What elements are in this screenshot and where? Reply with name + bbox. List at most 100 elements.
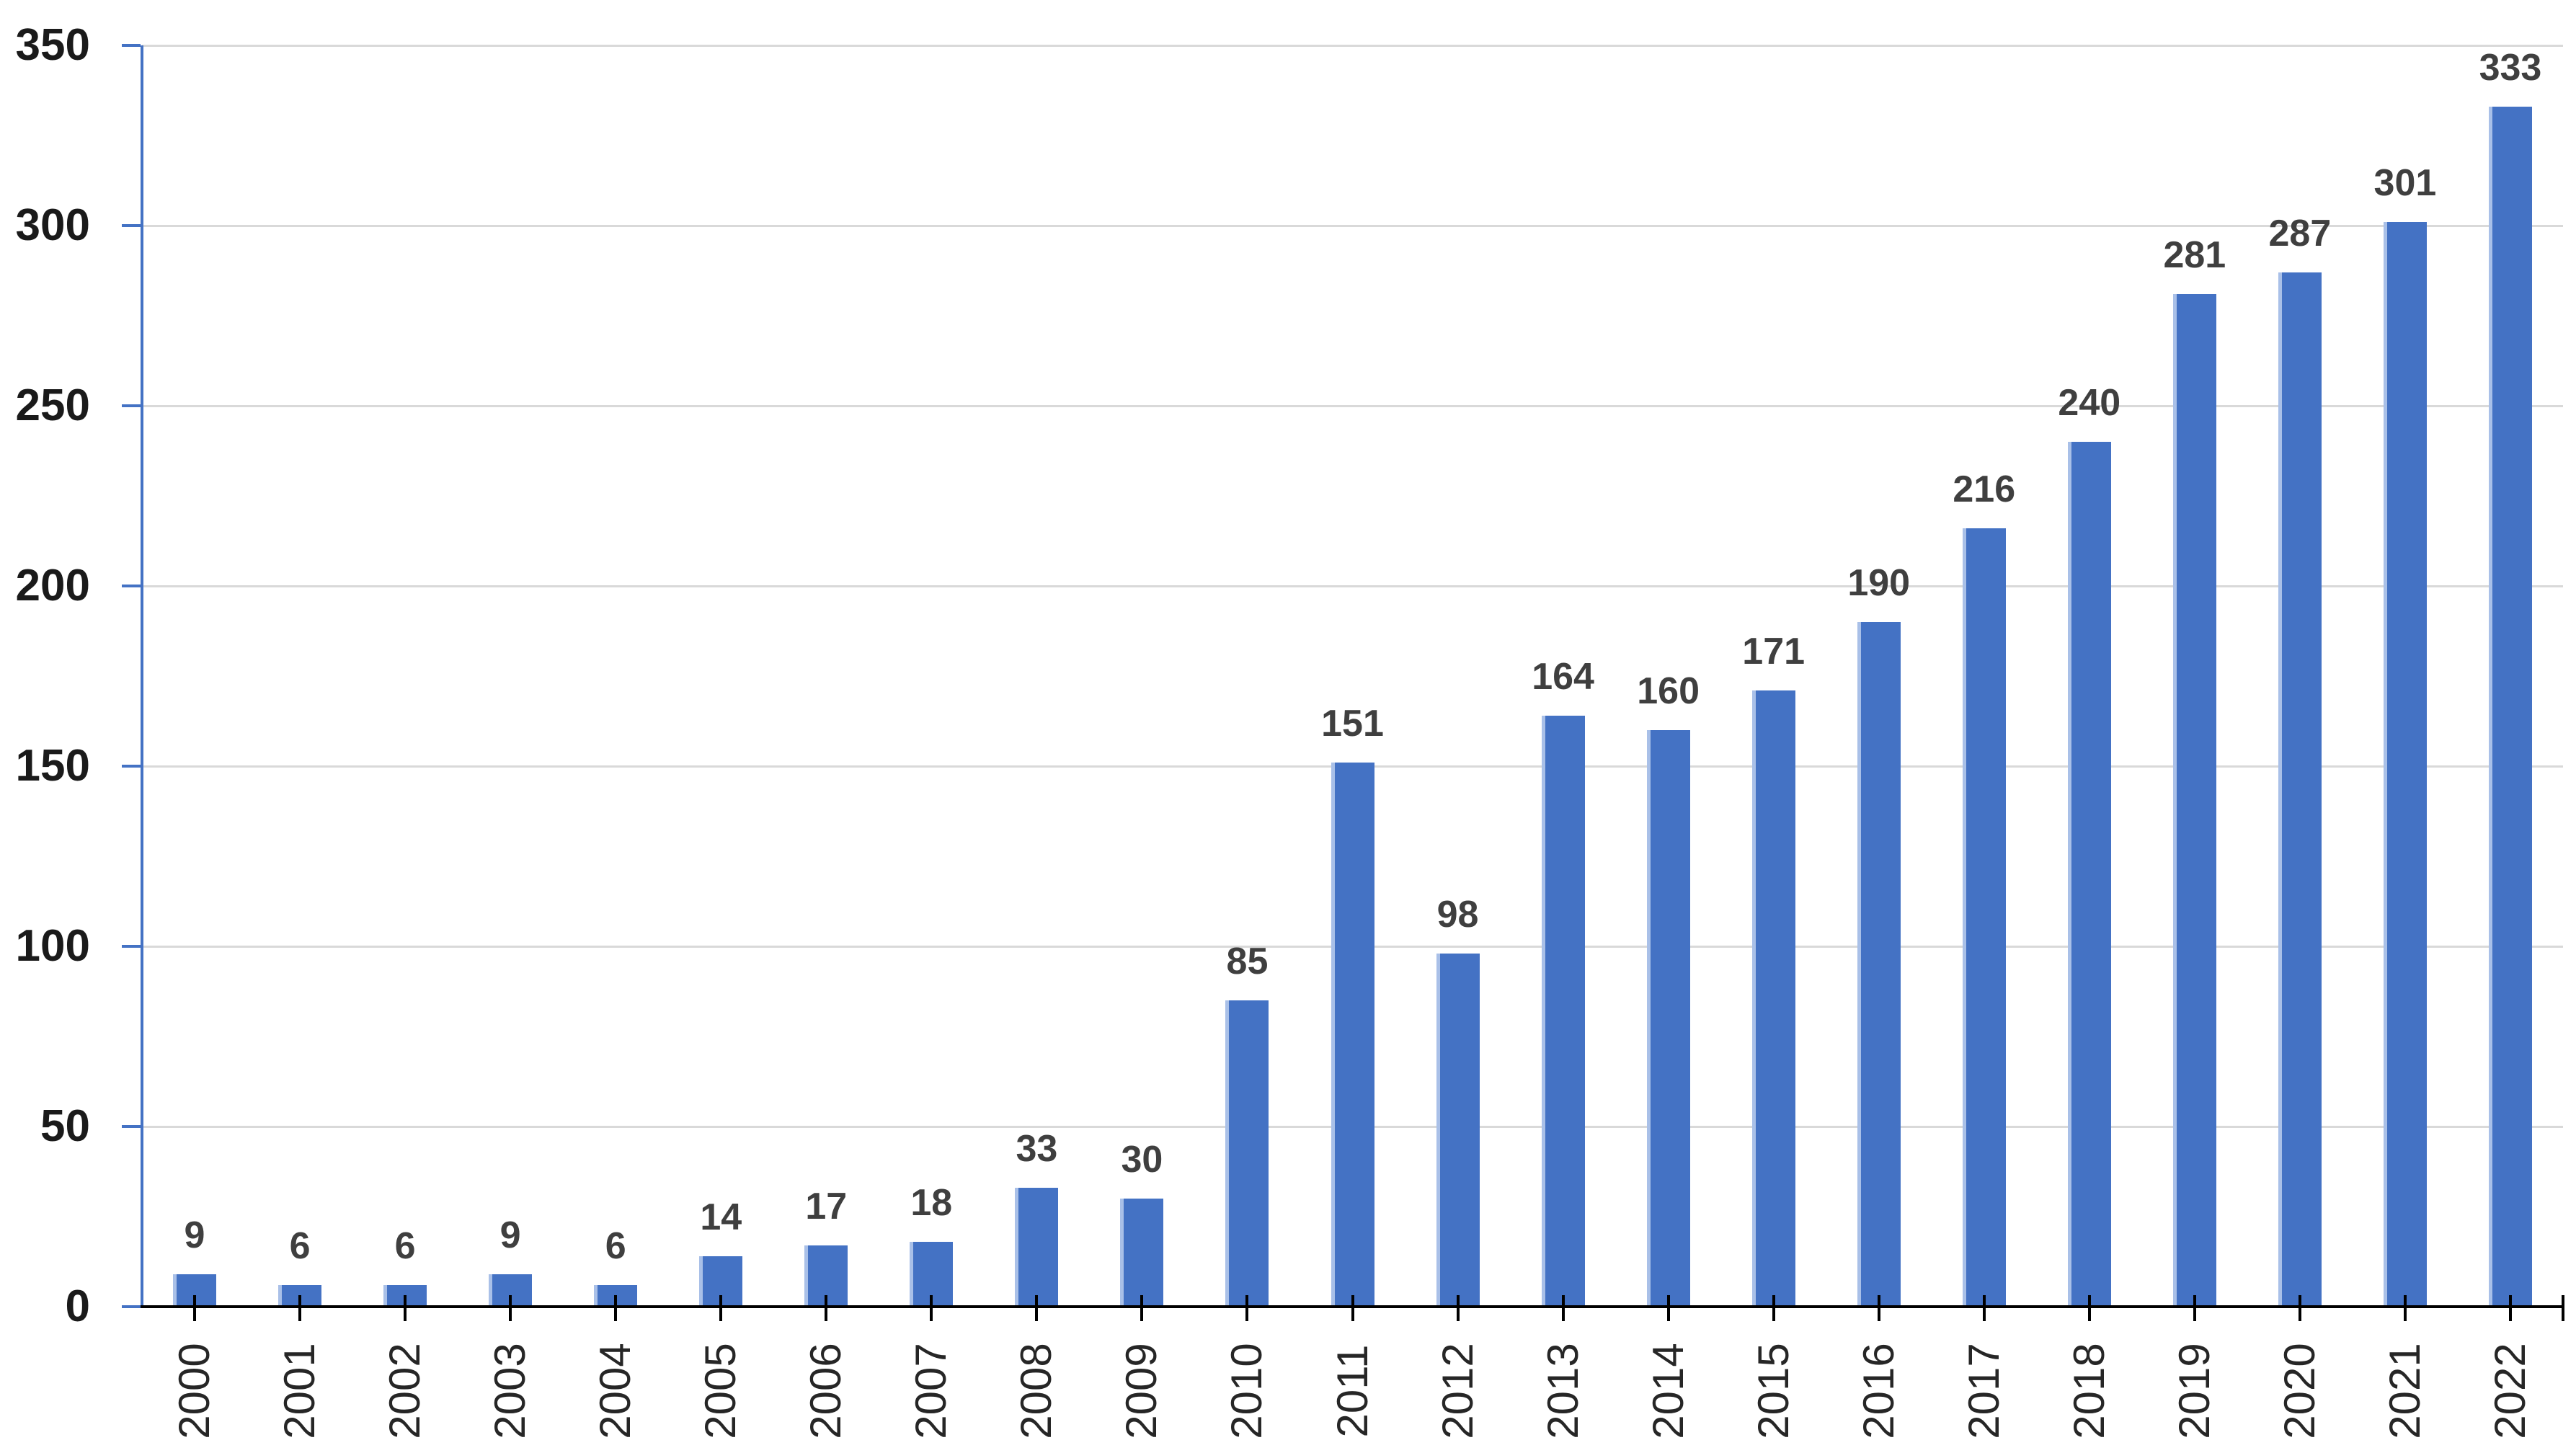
x-axis-tick [193,1295,197,1321]
x-axis-category-label: 2006 [801,1343,850,1439]
bar-value-label: 216 [1953,468,2016,510]
x-axis-category-label: 2000 [170,1343,219,1439]
bar-value-label: 281 [2163,234,2226,276]
bar [2488,107,2532,1307]
x-axis-category-label: 2018 [2064,1343,2113,1439]
x-axis-category-label: 2014 [1643,1343,1692,1439]
x-axis-category-label: 2008 [1012,1343,1061,1439]
y-axis-line [141,45,143,1308]
y-axis-tick [122,404,141,407]
x-axis-category-label: 2010 [1222,1343,1271,1439]
bar [1120,1199,1164,1307]
x-axis-category-label: 2017 [1959,1343,2008,1439]
bar-value-label: 190 [1847,562,1911,604]
x-axis-category-label: 2005 [696,1343,745,1439]
y-axis-tick-label: 100 [15,921,90,971]
bar-value-label: 18 [910,1182,953,1224]
bar-value-label: 30 [1121,1139,1163,1181]
bar-value-label: 17 [805,1186,848,1227]
x-axis-category-label: 2001 [275,1343,324,1439]
x-axis-tick [719,1295,723,1321]
bar-value-label: 6 [289,1225,311,1267]
x-axis-tick [1035,1295,1039,1321]
y-axis-tick-label: 200 [15,561,90,610]
x-axis-category-label: 2019 [2169,1343,2219,1439]
bar-value-label: 9 [184,1214,205,1256]
bar [2067,442,2111,1307]
x-axis-tick [404,1295,407,1321]
bar-value-label: 160 [1637,670,1700,712]
x-axis-tick [825,1295,828,1321]
x-axis-tick [509,1295,512,1321]
x-axis-category-label: 2003 [486,1343,535,1439]
x-axis-tick [1561,1295,1565,1321]
y-axis-tick [122,1305,141,1308]
bar [1436,954,1480,1307]
x-axis-tick [2087,1295,2091,1321]
bar [1857,622,1901,1307]
y-axis-tick-label: 150 [15,741,90,791]
y-axis-tick-label: 50 [40,1101,90,1151]
bar-value-label: 14 [700,1196,742,1238]
bar-value-label: 151 [1321,703,1384,745]
bar-value-label: 6 [605,1225,626,1267]
y-axis-tick-label: 0 [65,1281,90,1331]
x-axis-category-label: 2020 [2275,1343,2324,1439]
x-axis-tick [2508,1295,2512,1321]
bar-value-label: 301 [2373,162,2437,204]
x-axis-category-label: 2021 [2380,1343,2429,1439]
y-axis-tick-label: 250 [15,381,90,430]
bar-value-label: 164 [1532,656,1594,698]
bar-value-label: 9 [499,1214,521,1256]
bar-value-label: 85 [1226,941,1269,982]
x-axis-tick [1245,1295,1249,1321]
y-axis-tick-label: 350 [15,20,90,70]
x-axis-tick [1351,1295,1354,1321]
x-axis-tick [1877,1295,1880,1321]
y-axis-tick [122,765,141,768]
y-axis-tick-label: 300 [15,200,90,250]
x-axis-tick [1456,1295,1460,1321]
gridline [142,404,2563,407]
bar [2172,294,2216,1307]
x-axis-tick [1666,1295,1670,1321]
bar-value-label: 240 [2058,382,2121,424]
y-axis-tick [122,44,141,47]
bar-value-label: 33 [1016,1128,1058,1170]
bar [2383,222,2427,1307]
x-axis-category-label: 2013 [1538,1343,1587,1439]
bar-value-label: 287 [2268,213,2332,254]
x-axis-tick [1140,1295,1144,1321]
x-axis-category-label: 2011 [1328,1344,1377,1438]
bar [1751,690,1795,1307]
y-axis-tick [122,1125,141,1128]
bar-value-label: 98 [1436,894,1479,936]
bar-value-label: 171 [1742,631,1806,672]
x-axis-category-label: 2016 [1854,1343,1903,1439]
bar [1015,1188,1059,1307]
x-axis-end-tick [2562,1295,2564,1321]
x-axis-category-label: 2009 [1117,1343,1166,1439]
bar-value-label: 333 [2479,47,2542,89]
x-axis-category-label: 2007 [907,1343,956,1439]
y-axis-tick [122,224,141,227]
x-axis-tick [614,1295,618,1321]
gridline [142,44,2563,47]
y-axis-tick [122,945,141,948]
x-axis-tick [1772,1295,1775,1321]
x-axis-tick [2193,1295,2196,1321]
x-axis-category-label: 2002 [381,1343,430,1439]
bar [2278,272,2322,1307]
x-axis-category-label: 2022 [2485,1343,2534,1439]
x-axis-tick [298,1295,302,1321]
bar [1225,1000,1269,1307]
bar [1331,763,1374,1307]
x-axis-tick [1982,1295,1986,1321]
x-axis-tick [2403,1295,2407,1321]
x-axis-category-label: 2015 [1749,1343,1798,1439]
x-axis-category-label: 2012 [1433,1343,1482,1439]
bar [1962,528,2006,1307]
gridline [142,585,2563,587]
x-axis-category-label: 2004 [591,1343,640,1439]
